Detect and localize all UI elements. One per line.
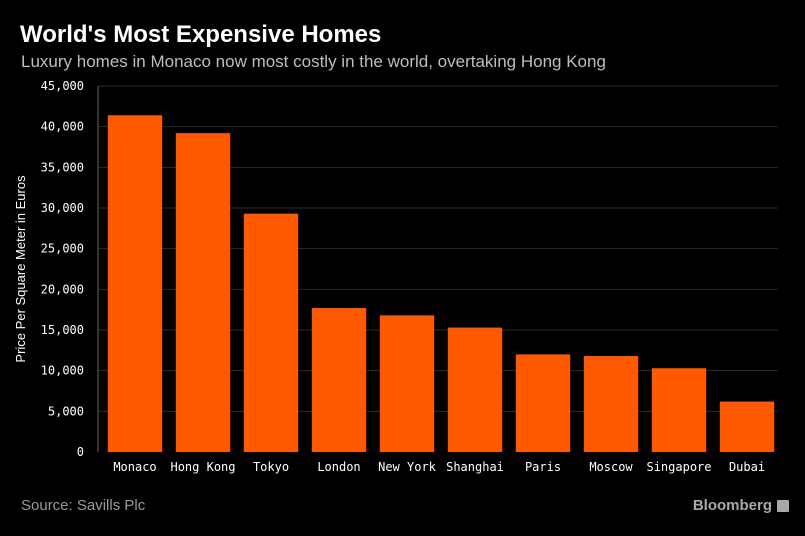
bloomberg-logo: Bloomberg [693,496,789,516]
x-tick-label: Dubai [729,460,765,474]
y-tick-label: 20,000 [41,282,84,296]
bar [447,327,503,452]
chart-title: World's Most Expensive Homes [20,21,382,48]
x-tick-label: Hong Kong [170,460,235,474]
x-tick-label: Shanghai [446,460,504,474]
y-tick-label: 10,000 [41,364,84,378]
bar [107,115,163,452]
y-tick-label: 15,000 [41,323,84,337]
y-tick-label: 0 [77,445,84,459]
x-tick-label: New York [378,460,437,474]
bar [175,133,231,452]
x-tick-label: Monaco [113,460,156,474]
bar [515,354,571,452]
bar [651,368,707,452]
source-note: Source: Savills Plc [21,497,146,514]
y-tick-label: 40,000 [41,120,84,134]
x-tick-label: London [317,460,360,474]
y-tick-label: 25,000 [41,242,84,256]
y-tick-label: 45,000 [41,79,84,93]
x-tick-label: Tokyo [253,460,289,474]
bar [243,213,299,452]
y-tick-label: 30,000 [41,201,84,215]
x-tick-label: Paris [525,460,561,474]
bar [583,356,639,452]
bar [379,315,435,452]
x-tick-label: Moscow [589,460,633,474]
chart-subtitle: Luxury homes in Monaco now most costly i… [21,52,606,71]
x-tick-label: Singapore [646,460,711,474]
y-axis-title: Price Per Square Meter in Euros [13,175,28,363]
y-tick-label: 5,000 [48,404,84,418]
logo-mark-icon [777,500,789,512]
logo-text: Bloomberg [692,497,772,514]
bar [719,401,775,452]
bar [311,308,367,452]
y-tick-label: 35,000 [41,160,84,174]
